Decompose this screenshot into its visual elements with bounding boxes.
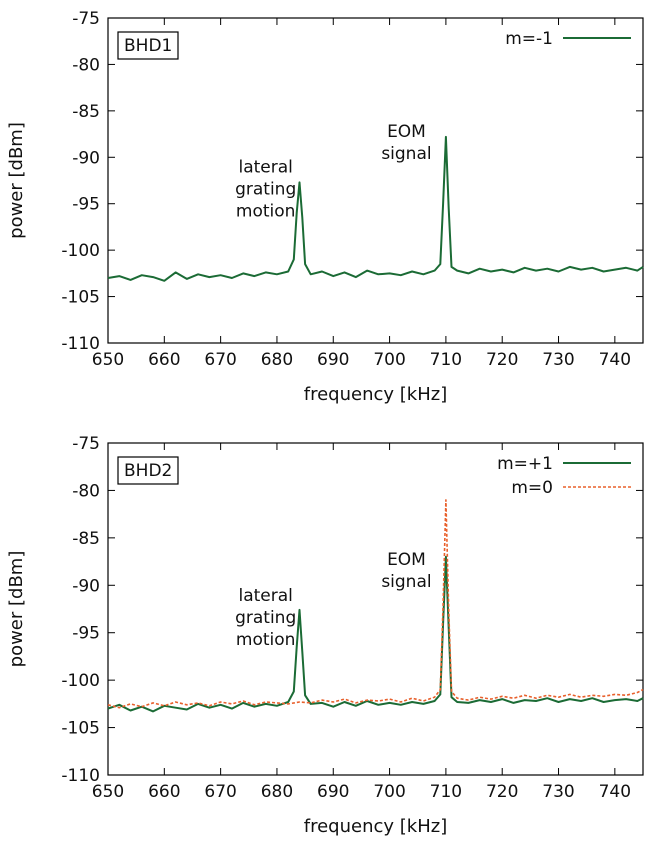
legend-label: m=+1 bbox=[497, 454, 553, 474]
y-tick-label: -110 bbox=[61, 766, 100, 786]
x-tick-label: 660 bbox=[148, 782, 180, 802]
annotation-text: lateral bbox=[238, 157, 292, 177]
y-tick-label: -75 bbox=[72, 434, 100, 454]
x-tick-label: 740 bbox=[599, 782, 631, 802]
x-tick-label: 720 bbox=[486, 782, 518, 802]
series-line-1 bbox=[107, 499, 644, 709]
annotation-text: EOM bbox=[387, 550, 426, 570]
x-axis-label: frequency [kHz] bbox=[304, 384, 447, 405]
x-tick-label: 650 bbox=[92, 782, 124, 802]
annotation-text: motion bbox=[236, 630, 296, 650]
x-tick-label: 690 bbox=[317, 782, 349, 802]
panel-bhd1: 650 660 670 680 690 700 710 720 730 740 -110 -105 -1… bbox=[6, 9, 644, 405]
panel-label: BHD1 bbox=[124, 36, 172, 56]
legend-label: m=0 bbox=[511, 478, 553, 498]
y-tick-label: -85 bbox=[72, 102, 100, 122]
plot-frame bbox=[107, 442, 644, 776]
y-tick-label: -80 bbox=[72, 55, 100, 75]
annotation-text: grating bbox=[235, 179, 296, 199]
x-tick-label: 690 bbox=[317, 350, 349, 370]
x-axis-label: frequency [kHz] bbox=[304, 816, 447, 837]
plot-frame bbox=[107, 17, 644, 344]
annotation-text: EOM bbox=[387, 122, 426, 142]
y-axis-label: power [dBm] bbox=[6, 122, 27, 239]
x-tick-label: 740 bbox=[599, 350, 631, 370]
y-tick-label: -110 bbox=[61, 334, 100, 354]
y-tick-label: -75 bbox=[72, 9, 100, 29]
y-tick-label: -90 bbox=[72, 148, 100, 168]
y-tick-label: -95 bbox=[72, 624, 100, 644]
y-tick-label: -85 bbox=[72, 529, 100, 549]
y-tick-label: -100 bbox=[61, 241, 100, 261]
panel-bhd2: 650 660 670 680 690 700 710 720 730 740 -110 -105 -1… bbox=[6, 434, 644, 837]
annotation-text: signal bbox=[381, 144, 431, 164]
x-tick-label: 700 bbox=[373, 782, 405, 802]
x-tick-label: 680 bbox=[261, 782, 293, 802]
x-tick-label: 730 bbox=[542, 350, 574, 370]
x-tick-label: 680 bbox=[261, 350, 293, 370]
panel-label: BHD2 bbox=[124, 461, 172, 481]
y-tick-label: -105 bbox=[61, 719, 100, 739]
x-tick-label: 730 bbox=[542, 782, 574, 802]
annotation-text: grating bbox=[235, 608, 296, 628]
x-tick-label: 650 bbox=[92, 350, 124, 370]
x-tick-label: 720 bbox=[486, 350, 518, 370]
y-tick-label: -100 bbox=[61, 671, 100, 691]
y-tick-label: -90 bbox=[72, 576, 100, 596]
x-tick-label: 710 bbox=[430, 350, 462, 370]
annotation-text: motion bbox=[236, 201, 296, 221]
x-tick-label: 670 bbox=[204, 350, 236, 370]
panel-label-box bbox=[117, 456, 179, 485]
y-tick-label: -105 bbox=[61, 288, 100, 308]
series-line-0 bbox=[107, 135, 644, 282]
y-axis-label: power [dBm] bbox=[6, 551, 27, 668]
x-tick-label: 700 bbox=[373, 350, 405, 370]
y-tick-label: -80 bbox=[72, 481, 100, 501]
series-line-0 bbox=[107, 555, 644, 713]
annotation-text: signal bbox=[381, 572, 431, 592]
annotation-text: lateral bbox=[238, 586, 292, 606]
panel-label-box bbox=[117, 31, 179, 60]
legend-label: m=-1 bbox=[505, 29, 553, 49]
x-tick-label: 670 bbox=[204, 782, 236, 802]
y-tick-label: -95 bbox=[72, 195, 100, 215]
x-tick-label: 660 bbox=[148, 350, 180, 370]
x-tick-label: 710 bbox=[430, 782, 462, 802]
